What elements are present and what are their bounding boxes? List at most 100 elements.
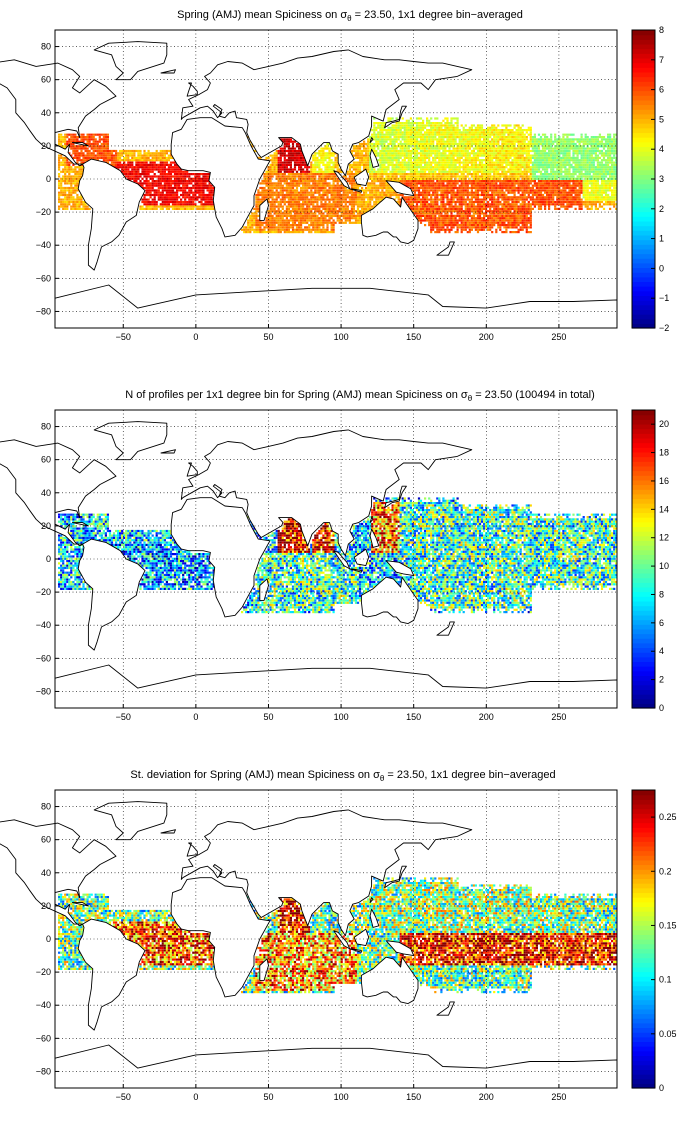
heatmap-cell: [96, 149, 99, 153]
heatmap-cell: [328, 168, 331, 171]
heatmap-cell: [419, 175, 423, 178]
heatmap-cell: [338, 193, 341, 197]
heatmap-cell: [291, 156, 295, 159]
heatmap-cell: [279, 191, 282, 194]
heatmap-cell: [326, 196, 329, 199]
heatmap-cell: [275, 184, 278, 187]
heatmap-cell: [426, 205, 429, 208]
heatmap-cell: [100, 149, 103, 153]
heatmap-cell: [295, 145, 299, 148]
heatmap-cell: [442, 198, 445, 201]
heatmap-cell: [194, 191, 197, 194]
heatmap-cell: [393, 163, 396, 166]
heatmap-cell: [470, 138, 473, 141]
heatmap-cell: [316, 189, 319, 192]
heatmap-cell: [452, 159, 455, 162]
heatmap-cell: [281, 186, 284, 190]
heatmap-cell: [356, 205, 360, 208]
heatmap-cell: [422, 182, 425, 185]
heatmap-cell: [60, 193, 63, 197]
heatmap-cell: [450, 186, 453, 190]
heatmap-cell: [304, 219, 307, 222]
heatmap-cell: [480, 159, 484, 162]
heatmap-cell: [352, 221, 355, 224]
heatmap-cell: [155, 156, 158, 159]
heatmap-cell: [167, 207, 170, 210]
heatmap-cell: [308, 212, 311, 215]
heatmap-cell: [450, 126, 453, 129]
heatmap-cell: [367, 156, 370, 159]
heatmap-cell: [428, 142, 431, 146]
heatmap-cell: [265, 173, 268, 176]
heatmap-cell: [110, 149, 114, 153]
heatmap-cell: [478, 133, 482, 136]
heatmap-cell: [460, 124, 463, 127]
heatmap-cell: [336, 212, 339, 215]
heatmap-cell: [293, 191, 297, 194]
heatmap-cell: [426, 198, 429, 201]
heatmap-cell: [147, 189, 150, 192]
heatmap-cell: [281, 154, 284, 157]
heatmap-cell: [283, 221, 286, 224]
heatmap-cell: [450, 207, 453, 210]
heatmap-cell: [80, 203, 83, 206]
heatmap-cell: [58, 198, 61, 201]
heatmap-cell: [332, 173, 335, 176]
heatmap-cell: [440, 196, 443, 199]
heatmap-cell: [60, 142, 63, 146]
heatmap-cell: [348, 221, 351, 224]
heatmap-cell: [271, 168, 274, 171]
heatmap-cell: [472, 173, 475, 176]
heatmap-cell: [413, 163, 416, 166]
heatmap-cell: [468, 173, 471, 176]
heatmap-cell: [300, 212, 303, 215]
heatmap-cell: [363, 142, 366, 146]
heatmap-cell: [320, 217, 323, 220]
heatmap-cell: [474, 189, 477, 192]
heatmap-cell: [300, 161, 303, 164]
heatmap-cell: [257, 156, 260, 159]
heatmap-cell: [448, 210, 451, 213]
heatmap-cell: [141, 200, 144, 204]
heatmap-cell: [58, 133, 61, 136]
heatmap-cell: [436, 231, 439, 234]
heatmap-cell: [314, 196, 317, 199]
heatmap-cell: [178, 184, 181, 187]
heatmap-cell: [472, 214, 475, 217]
heatmap-cell: [66, 193, 69, 197]
heatmap-cell: [96, 140, 99, 143]
heatmap-cell: [426, 189, 429, 192]
heatmap-cell: [438, 189, 441, 192]
heatmap-cell: [462, 189, 465, 192]
heatmap-cell: [279, 217, 282, 220]
heatmap-cell: [466, 170, 469, 173]
heatmap-cell: [314, 177, 317, 180]
heatmap-cell: [363, 205, 366, 208]
heatmap-cell: [310, 166, 313, 169]
heatmap-cell: [350, 200, 353, 204]
heatmap-cell: [314, 217, 317, 220]
heatmap-cell: [450, 221, 453, 224]
heatmap-cell: [466, 231, 469, 234]
heatmap-cell: [253, 224, 256, 227]
heatmap-cell: [285, 138, 288, 141]
heatmap-cell: [440, 131, 443, 134]
heatmap-cell: [78, 154, 81, 157]
heatmap-cell: [300, 217, 303, 220]
heatmap-cell: [403, 152, 406, 155]
heatmap-cell: [186, 203, 189, 206]
heatmap-cell: [399, 147, 402, 150]
heatmap-cell: [478, 147, 482, 150]
heatmap-cell: [318, 207, 321, 210]
heatmap-cell: [356, 145, 360, 148]
heatmap-cell: [371, 182, 374, 185]
heatmap-cell: [403, 175, 406, 178]
heatmap-cell: [478, 212, 482, 215]
heatmap-cell: [271, 184, 274, 187]
heatmap-cell: [450, 189, 453, 192]
heatmap-cell: [295, 198, 299, 201]
heatmap-cell: [464, 133, 467, 136]
heatmap-cell: [149, 182, 152, 185]
heatmap-cell: [135, 175, 138, 178]
heatmap-cell: [401, 133, 404, 136]
